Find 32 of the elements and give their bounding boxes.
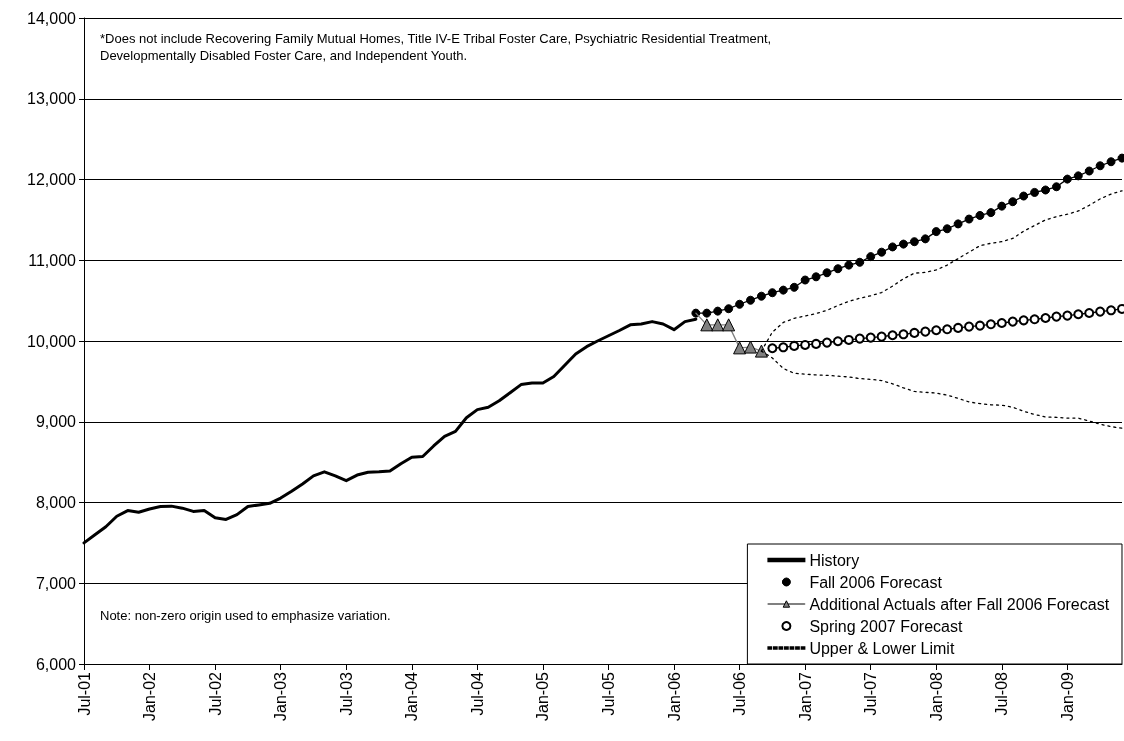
x-tick-label: Jan-06	[665, 671, 683, 721]
y-tick-label: 11,000	[28, 251, 77, 269]
legend-label: Upper & Lower Limit	[809, 639, 955, 657]
y-tick-label: 13,000	[27, 90, 77, 108]
x-tick-label: Jul-05	[599, 671, 617, 716]
x-tick-label: Jan-02	[141, 671, 159, 721]
x-tick-label: Jan-07	[796, 671, 814, 721]
legend-label: Spring 2007 Forecast	[809, 617, 963, 635]
annotation: *Does not include Recovering Family Mutual Homes, Title IV-E Tribal Foster Care, Psychiatric Residential Treatment, Developmentally Disabled Foster Care, and Independent Youth.	[100, 31, 775, 63]
legend-label: Fall 2006 Forecast	[809, 573, 943, 591]
x-tick-label: Jul-07	[862, 671, 880, 716]
x-tick-label: Jul-08	[993, 671, 1011, 716]
x-tick-label: Jan-05	[534, 671, 552, 721]
x-tick-label: Jan-08	[927, 671, 945, 721]
x-tick-label: Jan-04	[403, 671, 421, 721]
y-tick-label: 14,000	[27, 9, 77, 27]
legend-label: History	[809, 551, 860, 569]
legend-label: Additional Actuals after Fall 2006 Forecast	[809, 595, 1110, 613]
y-tick-label: 6,000	[35, 655, 77, 673]
y-tick-label: 10,000	[27, 332, 77, 350]
x-tick-label: Jan-09	[1058, 671, 1076, 721]
y-tick-label: 8,000	[35, 494, 77, 511]
x-tick-label: Jan-03	[272, 671, 290, 721]
x-tick-label: Jul-04	[468, 671, 486, 716]
x-tick-label: Jul-03	[337, 671, 355, 716]
x-tick-label: Jul-01	[75, 671, 93, 716]
annotation: Note: non-zero origin used to emphasize variation.	[100, 608, 391, 623]
y-tick-label: 9,000	[35, 413, 77, 431]
y-tick-label: 12,000	[27, 171, 77, 188]
x-tick-label: Jul-02	[206, 671, 224, 716]
y-tick-label: 7,000	[35, 574, 77, 592]
x-tick-label: Jul-06	[731, 671, 749, 716]
